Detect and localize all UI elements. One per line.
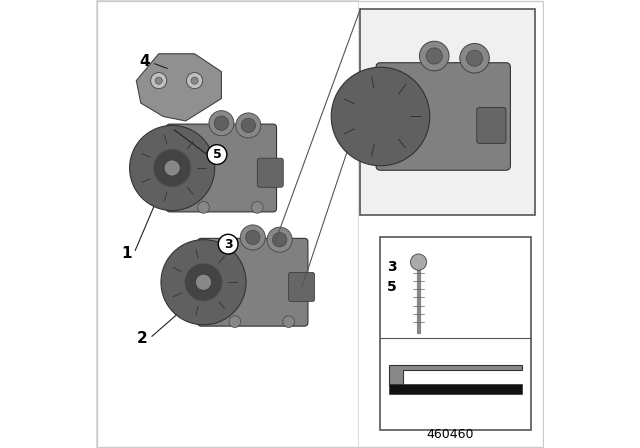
Circle shape bbox=[161, 240, 246, 325]
Circle shape bbox=[240, 225, 266, 250]
Circle shape bbox=[229, 316, 241, 327]
Circle shape bbox=[150, 73, 167, 89]
Circle shape bbox=[198, 202, 209, 213]
Circle shape bbox=[267, 227, 292, 252]
Circle shape bbox=[155, 77, 163, 84]
Circle shape bbox=[252, 202, 263, 213]
Circle shape bbox=[218, 234, 238, 254]
Circle shape bbox=[419, 41, 449, 71]
Circle shape bbox=[209, 111, 234, 136]
FancyBboxPatch shape bbox=[376, 63, 511, 170]
Circle shape bbox=[185, 263, 222, 301]
Circle shape bbox=[241, 118, 255, 133]
Circle shape bbox=[207, 145, 227, 164]
Polygon shape bbox=[136, 54, 221, 121]
Polygon shape bbox=[389, 365, 522, 385]
Bar bbox=[389, 384, 522, 394]
FancyBboxPatch shape bbox=[289, 272, 315, 302]
Text: 3: 3 bbox=[387, 259, 397, 274]
Circle shape bbox=[154, 149, 191, 187]
Text: 1: 1 bbox=[122, 246, 132, 261]
Circle shape bbox=[191, 77, 198, 84]
Circle shape bbox=[186, 73, 203, 89]
Circle shape bbox=[130, 125, 215, 211]
Bar bbox=[360, 9, 535, 215]
Circle shape bbox=[236, 113, 261, 138]
Text: 3: 3 bbox=[224, 237, 232, 251]
Text: 2: 2 bbox=[137, 331, 148, 346]
Text: 4: 4 bbox=[139, 54, 150, 69]
FancyBboxPatch shape bbox=[166, 124, 276, 212]
Text: 5: 5 bbox=[212, 148, 221, 161]
Circle shape bbox=[467, 50, 483, 66]
FancyBboxPatch shape bbox=[257, 158, 284, 187]
Circle shape bbox=[246, 230, 260, 245]
Circle shape bbox=[164, 160, 180, 176]
Circle shape bbox=[460, 43, 490, 73]
Circle shape bbox=[410, 254, 427, 270]
FancyBboxPatch shape bbox=[198, 238, 308, 326]
Bar bbox=[96, 0, 358, 448]
Circle shape bbox=[273, 233, 287, 247]
Text: 5: 5 bbox=[387, 280, 397, 294]
Text: 460460: 460460 bbox=[426, 428, 474, 441]
FancyBboxPatch shape bbox=[477, 108, 506, 143]
Circle shape bbox=[332, 67, 430, 166]
Circle shape bbox=[214, 116, 228, 130]
Circle shape bbox=[283, 316, 294, 327]
Circle shape bbox=[426, 48, 442, 64]
Bar bbox=[380, 237, 531, 430]
Circle shape bbox=[195, 274, 212, 290]
